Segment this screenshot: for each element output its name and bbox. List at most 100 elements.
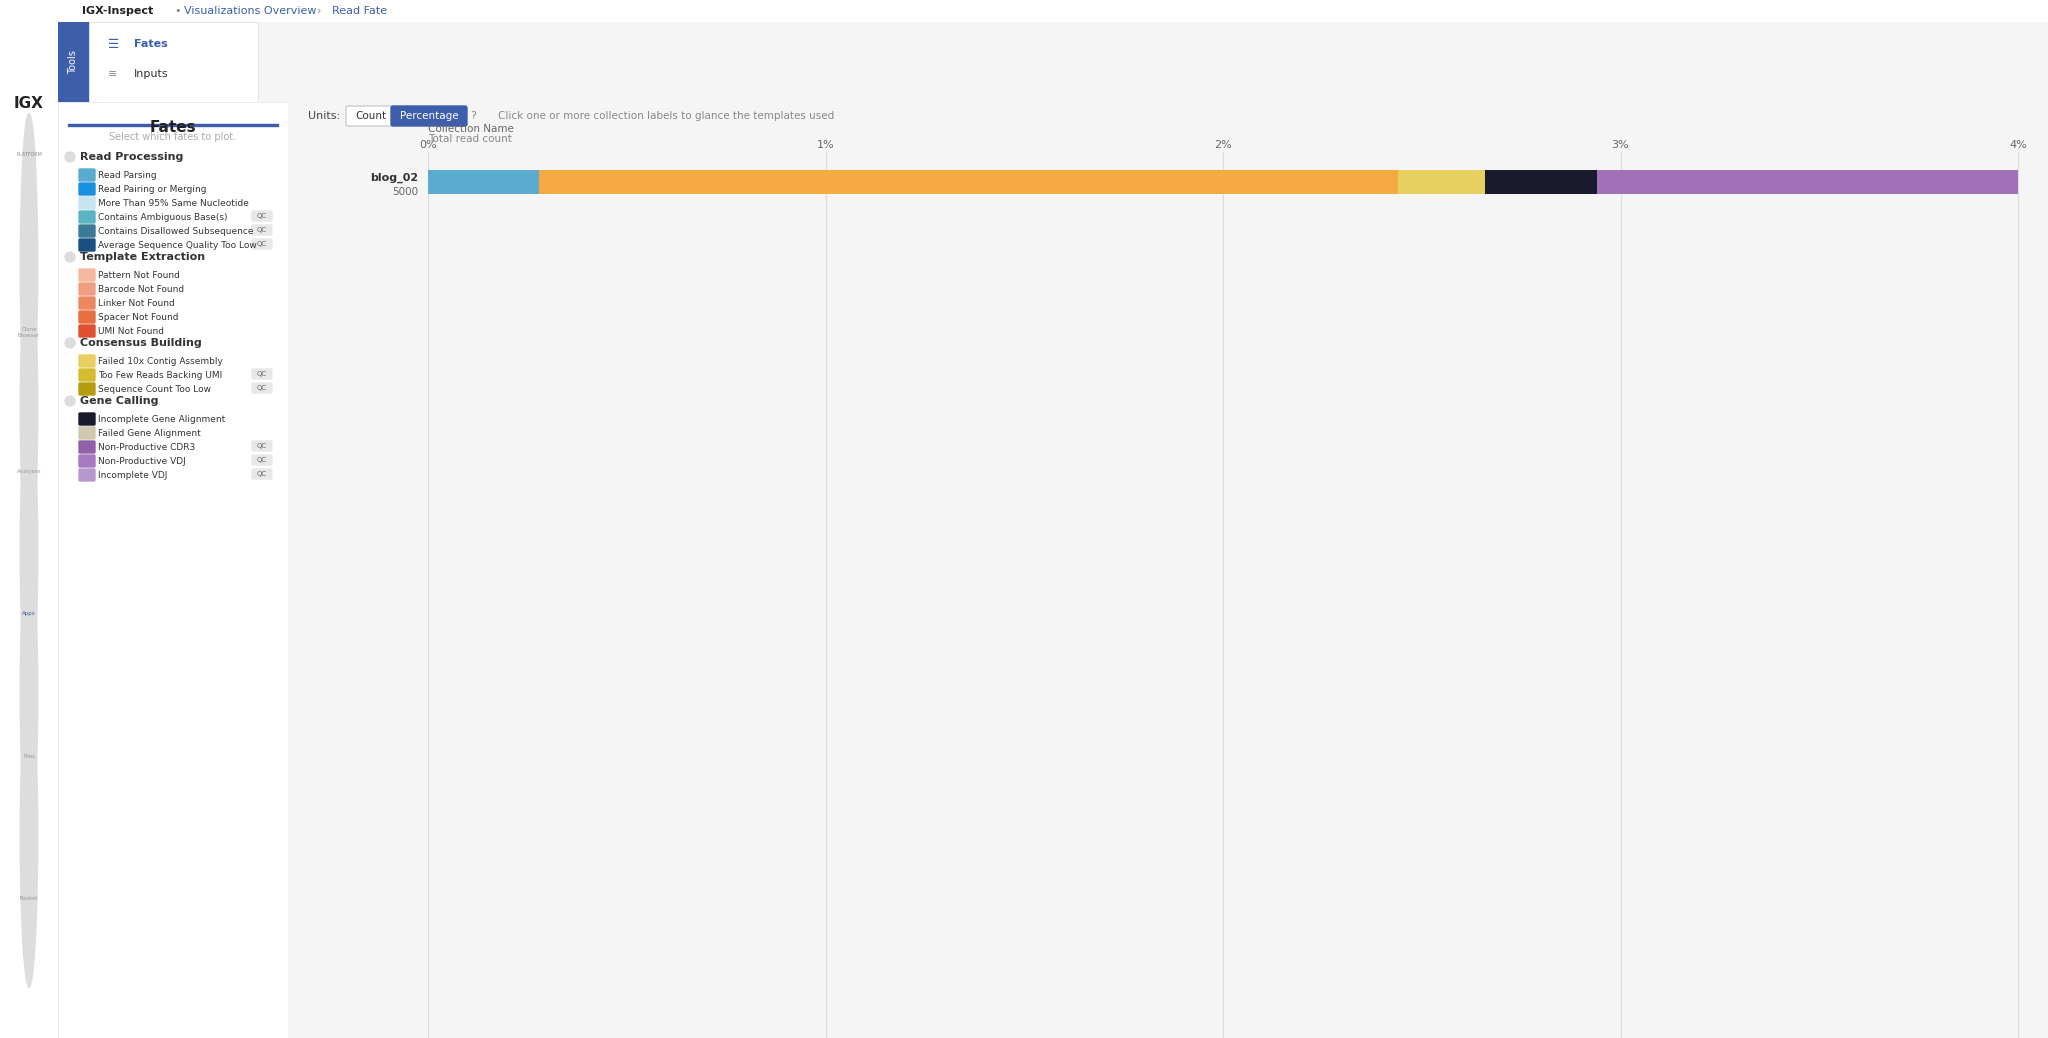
FancyBboxPatch shape	[80, 211, 94, 223]
FancyBboxPatch shape	[252, 211, 272, 221]
FancyBboxPatch shape	[80, 469, 94, 481]
Text: 1%: 1%	[817, 140, 834, 151]
Text: 2%: 2%	[1214, 140, 1233, 151]
Text: Linker Not Found: Linker Not Found	[98, 299, 174, 307]
Text: Inputs: Inputs	[133, 69, 168, 79]
FancyBboxPatch shape	[346, 106, 395, 126]
FancyBboxPatch shape	[252, 441, 272, 450]
Text: ?: ?	[471, 111, 475, 121]
FancyBboxPatch shape	[80, 355, 94, 367]
Text: Failed 10x Contig Assembly: Failed 10x Contig Assembly	[98, 356, 223, 365]
FancyBboxPatch shape	[80, 225, 94, 237]
Text: ›: ›	[317, 6, 322, 16]
Text: Pattern Not Found: Pattern Not Found	[98, 271, 180, 279]
Text: Count: Count	[354, 111, 387, 121]
Bar	[57, 22, 88, 102]
Circle shape	[66, 152, 76, 162]
Text: Select which fates to plot.: Select which fates to plot.	[109, 132, 238, 142]
Text: QC: QC	[256, 241, 266, 247]
FancyBboxPatch shape	[80, 413, 94, 425]
Bar	[68, 124, 279, 126]
Text: ☰: ☰	[109, 38, 119, 51]
Bar	[428, 170, 539, 194]
FancyBboxPatch shape	[252, 383, 272, 393]
Text: 0%: 0%	[420, 140, 436, 151]
Circle shape	[66, 252, 76, 262]
Text: Incomplete VDJ: Incomplete VDJ	[98, 470, 168, 480]
FancyBboxPatch shape	[252, 455, 272, 465]
Text: More Than 95% Same Nucleotide: More Than 95% Same Nucleotide	[98, 198, 250, 208]
Text: ≡: ≡	[109, 69, 117, 79]
Text: Analyses: Analyses	[16, 469, 41, 474]
Text: UMI Not Found: UMI Not Found	[98, 327, 164, 335]
Text: QC: QC	[256, 443, 266, 449]
Text: QC: QC	[256, 385, 266, 391]
Text: Read Pairing or Merging: Read Pairing or Merging	[98, 185, 207, 193]
Text: Sequence Count Too Low: Sequence Count Too Low	[98, 384, 211, 393]
Text: QC: QC	[256, 213, 266, 219]
Text: Gene Calling: Gene Calling	[80, 397, 158, 406]
Bar	[1399, 170, 1485, 194]
Text: 4%: 4%	[2009, 140, 2028, 151]
Text: Collection Name: Collection Name	[428, 124, 514, 134]
Text: Template Extraction: Template Extraction	[80, 252, 205, 262]
FancyBboxPatch shape	[80, 283, 94, 295]
Text: QC: QC	[256, 371, 266, 377]
FancyBboxPatch shape	[80, 427, 94, 439]
Circle shape	[66, 397, 76, 406]
Text: Contains Disallowed Subsequence: Contains Disallowed Subsequence	[98, 226, 254, 236]
FancyBboxPatch shape	[80, 325, 94, 337]
Text: 5000: 5000	[391, 187, 418, 197]
Bar	[1597, 170, 2017, 194]
Circle shape	[20, 255, 37, 561]
FancyBboxPatch shape	[80, 455, 94, 467]
Text: Basket: Basket	[20, 896, 39, 901]
Text: Incomplete Gene Alignment: Incomplete Gene Alignment	[98, 414, 225, 424]
Text: QC: QC	[256, 457, 266, 463]
Text: Tools: Tools	[68, 50, 78, 74]
Text: Too Few Reads Backing UMI: Too Few Reads Backing UMI	[98, 371, 223, 380]
FancyBboxPatch shape	[80, 441, 94, 453]
Text: Spacer Not Found: Spacer Not Found	[98, 312, 178, 322]
Text: Consensus Building: Consensus Building	[80, 338, 203, 348]
FancyBboxPatch shape	[80, 197, 94, 209]
Text: Contains Ambiguous Base(s): Contains Ambiguous Base(s)	[98, 213, 227, 221]
Text: QC: QC	[256, 227, 266, 233]
Circle shape	[66, 338, 76, 348]
FancyBboxPatch shape	[80, 368, 94, 381]
Text: Visualizations Overview: Visualizations Overview	[184, 6, 317, 16]
Text: Percentage: Percentage	[399, 111, 459, 121]
Text: Total read count: Total read count	[428, 134, 512, 144]
FancyBboxPatch shape	[80, 311, 94, 323]
Text: IGX-Inspect: IGX-Inspect	[82, 6, 154, 16]
FancyBboxPatch shape	[391, 106, 467, 126]
Text: Fates: Fates	[150, 120, 197, 135]
Text: Files: Files	[23, 754, 35, 759]
Text: •: •	[174, 6, 180, 16]
FancyBboxPatch shape	[252, 368, 272, 379]
Circle shape	[20, 113, 37, 418]
Bar	[1485, 170, 1597, 194]
Circle shape	[20, 398, 37, 703]
Text: Non-Productive VDJ: Non-Productive VDJ	[98, 457, 186, 465]
FancyBboxPatch shape	[80, 297, 94, 309]
FancyBboxPatch shape	[252, 225, 272, 235]
Circle shape	[20, 682, 37, 987]
Text: Click one or more collection labels to glance the templates used: Click one or more collection labels to g…	[498, 111, 834, 121]
Text: Barcode Not Found: Barcode Not Found	[98, 284, 184, 294]
Text: Read Parsing: Read Parsing	[98, 170, 156, 180]
FancyBboxPatch shape	[80, 239, 94, 251]
Text: Read Processing: Read Processing	[80, 152, 184, 162]
Text: IGX: IGX	[14, 95, 43, 111]
Bar	[2, 43, 55, 164]
Text: PLATFORM: PLATFORM	[16, 152, 41, 157]
FancyBboxPatch shape	[80, 183, 94, 195]
FancyBboxPatch shape	[80, 269, 94, 281]
Bar	[539, 170, 1399, 194]
Text: Apps: Apps	[23, 611, 35, 617]
Text: blog_02: blog_02	[371, 173, 418, 183]
FancyBboxPatch shape	[80, 383, 94, 395]
FancyBboxPatch shape	[80, 169, 94, 181]
FancyBboxPatch shape	[252, 469, 272, 479]
Text: Fates: Fates	[133, 39, 168, 50]
